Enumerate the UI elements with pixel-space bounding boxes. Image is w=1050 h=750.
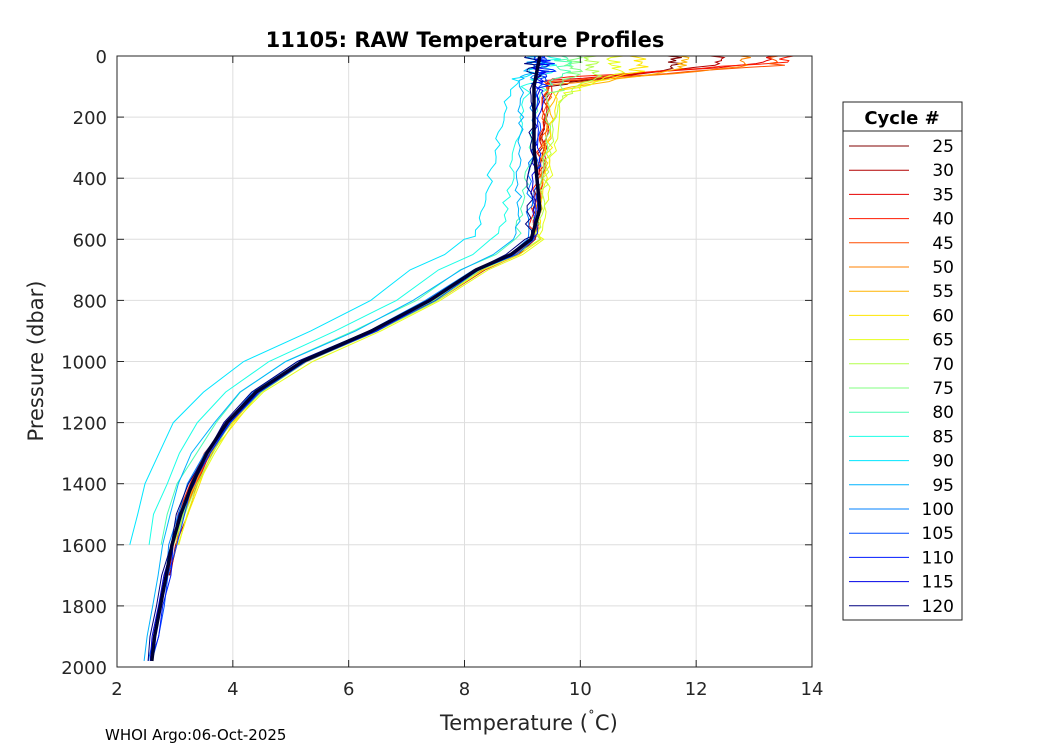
- legend-label-55: 55: [932, 282, 954, 302]
- x-tick-label: 8: [459, 679, 470, 700]
- series-line-120: [147, 55, 543, 661]
- legend-label-90: 90: [932, 452, 954, 472]
- series-line-90: [129, 55, 550, 545]
- footnote: WHOI Argo:06-Oct-2025: [105, 726, 286, 744]
- y-tick-label: 0: [96, 47, 107, 68]
- series-lines: [129, 55, 794, 662]
- y-tick-label: 1200: [61, 414, 107, 435]
- series-line-65: [178, 55, 626, 545]
- x-tick-label: 12: [685, 679, 708, 700]
- y-tick-label: 2000: [61, 658, 107, 679]
- y-tick-label: 1400: [61, 475, 107, 496]
- legend-label-110: 110: [922, 548, 954, 568]
- legend-label-85: 85: [932, 427, 954, 447]
- x-tick-label: 10: [569, 679, 592, 700]
- legend-label-95: 95: [932, 476, 954, 496]
- y-tick-label: 1000: [61, 353, 107, 374]
- legend-label-60: 60: [932, 306, 954, 326]
- x-axis-label-unit: C): [595, 711, 618, 735]
- series-line-60: [177, 55, 649, 545]
- x-tick-label: 6: [343, 679, 354, 700]
- legend: Cycle # 25 30 35 40 45 50 55 60 65 70 75 80 85 90 95 10…: [842, 101, 963, 621]
- legend-label-75: 75: [932, 379, 954, 399]
- x-tick-label: 4: [227, 679, 238, 700]
- x-axis-label: Temperature (˚C): [439, 709, 618, 735]
- legend-label-70: 70: [932, 355, 954, 375]
- plot-area: 2 4 6 8 10 12 14 0 200 400 600 800 1000 1200 1400 1600…: [61, 47, 823, 700]
- x-axis-ticks: 2 4 6 8 10 12 14: [111, 56, 823, 700]
- x-tick-label: 2: [111, 679, 122, 700]
- series-line-95: [143, 55, 543, 661]
- x-axis-label-degree: ˚: [588, 709, 595, 726]
- y-tick-label: 800: [73, 291, 107, 312]
- legend-label-25: 25: [932, 137, 954, 157]
- legend-label-50: 50: [932, 258, 954, 278]
- y-axis-label: Pressure (dbar): [24, 281, 48, 442]
- legend-label-30: 30: [932, 161, 954, 181]
- legend-label-40: 40: [932, 210, 954, 230]
- y-axis-ticks: 0 200 400 600 800 1000 1200 1400 1600 1800 2000: [61, 47, 812, 679]
- chart-title: 11105: RAW Temperature Profiles: [266, 28, 665, 52]
- legend-label-100: 100: [922, 500, 954, 520]
- legend-label-105: 105: [922, 524, 954, 544]
- legend-label-80: 80: [932, 403, 954, 423]
- y-tick-label: 1800: [61, 597, 107, 618]
- legend-label-120: 120: [922, 597, 954, 617]
- legend-label-35: 35: [932, 185, 954, 205]
- legend-title: Cycle #: [864, 108, 939, 129]
- x-axis-label-main: Temperature (: [439, 711, 588, 735]
- legend-items: 25 30 35 40 45 50 55 60 65 70 75 80 85 90 95 100 105 110 1…: [849, 137, 954, 617]
- mean-profile-line: [150, 55, 542, 662]
- legend-label-65: 65: [932, 331, 954, 351]
- y-tick-label: 400: [73, 169, 107, 190]
- y-tick-label: 200: [73, 108, 107, 129]
- y-tick-label: 600: [73, 230, 107, 251]
- legend-label-115: 115: [922, 573, 954, 593]
- legend-label-45: 45: [932, 234, 954, 254]
- x-tick-label: 14: [801, 679, 824, 700]
- y-tick-label: 1600: [61, 536, 107, 557]
